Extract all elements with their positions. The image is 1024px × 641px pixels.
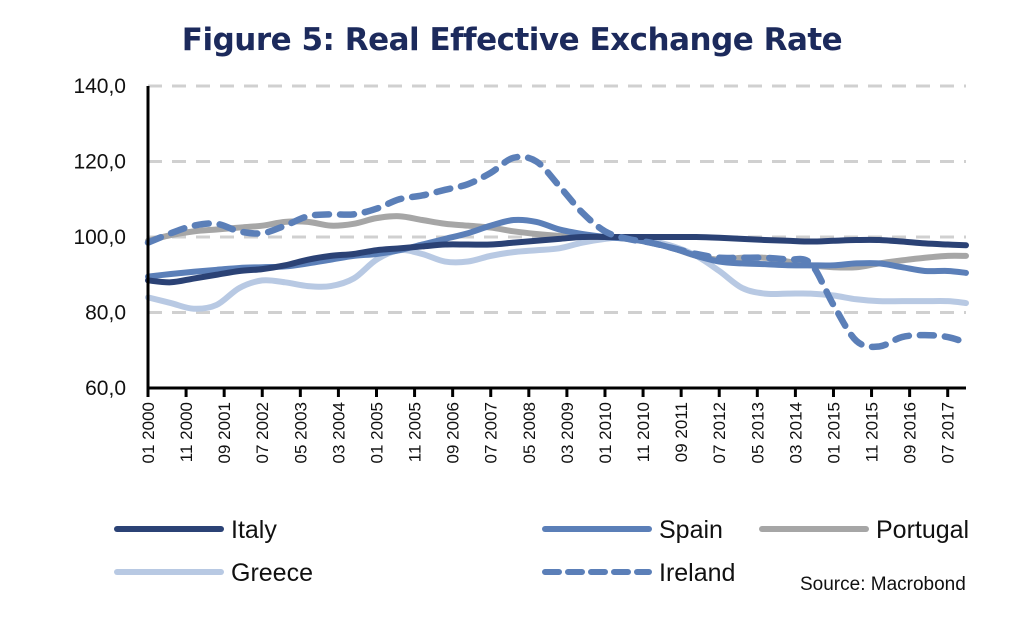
- x-tick-label: 01 2015: [824, 402, 843, 463]
- y-tick-label: 120,0: [73, 151, 126, 174]
- x-tick-label: 09 2006: [444, 402, 463, 463]
- x-tick-label: 05 2003: [291, 402, 310, 463]
- x-tick-label: 09 2001: [215, 402, 234, 463]
- y-tick-label: 80,0: [85, 302, 126, 325]
- y-tick-label: 60,0: [85, 377, 126, 400]
- x-tick-label: 07 2012: [710, 402, 729, 463]
- x-tick-label: 01 2010: [596, 402, 615, 463]
- x-tick-label: 03 2014: [786, 402, 805, 463]
- legend-item-greece: Greece: [114, 559, 313, 587]
- y-tick-label: 100,0: [73, 226, 126, 249]
- legend-label: Greece: [231, 559, 313, 587]
- axes: [146, 86, 966, 397]
- x-tick-labels: 01 2000 11 2000 09 2001 07 2002 05 2003 03 20…: [139, 402, 958, 463]
- x-tick-label: 05 2008: [520, 402, 539, 463]
- x-tick-label: 07 2017: [939, 402, 958, 463]
- legend-label: Spain: [659, 516, 723, 544]
- legend-item-portugal: Portugal: [759, 516, 969, 544]
- chart-title: Figure 5: Real Effective Exchange Rate: [181, 22, 843, 58]
- legend-item-spain: Spain: [542, 516, 723, 544]
- legend-item-italy: Italy: [114, 516, 277, 544]
- series-line-greece: [145, 233, 969, 312]
- legend-label: Ireland: [659, 559, 735, 587]
- source-note: Source: Macrobond: [800, 574, 966, 595]
- x-tick-label: 07 2007: [482, 402, 501, 463]
- x-tick-label: 11 2005: [406, 402, 425, 462]
- x-tick-label: 07 2002: [253, 402, 272, 463]
- y-tick-labels: 60,0 80,0 100,0 120,0 140,0: [73, 75, 126, 400]
- x-tick-label: 11 2015: [863, 402, 882, 462]
- series-line-ireland: [144, 153, 970, 351]
- x-tick-label: 05 2013: [748, 402, 767, 463]
- x-tick-label: 03 2004: [329, 402, 348, 463]
- legend: Italy Spain Portugal Greece Ireland: [114, 516, 969, 587]
- legend-label: Portugal: [876, 516, 969, 544]
- series-lines: [144, 153, 970, 351]
- x-tick-label: 09 2011: [672, 402, 691, 462]
- x-tick-label: 03 2009: [558, 402, 577, 463]
- x-tick-label: 01 2000: [139, 402, 158, 463]
- legend-label: Italy: [231, 516, 277, 544]
- series-line-italy: [145, 233, 969, 286]
- x-tick-label: 09 2016: [901, 402, 920, 463]
- x-tick-label: 11 2000: [177, 402, 196, 462]
- legend-item-ireland: Ireland: [542, 559, 735, 587]
- x-tick-label: 11 2010: [634, 402, 653, 462]
- x-tick-label: 01 2005: [367, 402, 386, 463]
- y-tick-label: 140,0: [73, 75, 126, 98]
